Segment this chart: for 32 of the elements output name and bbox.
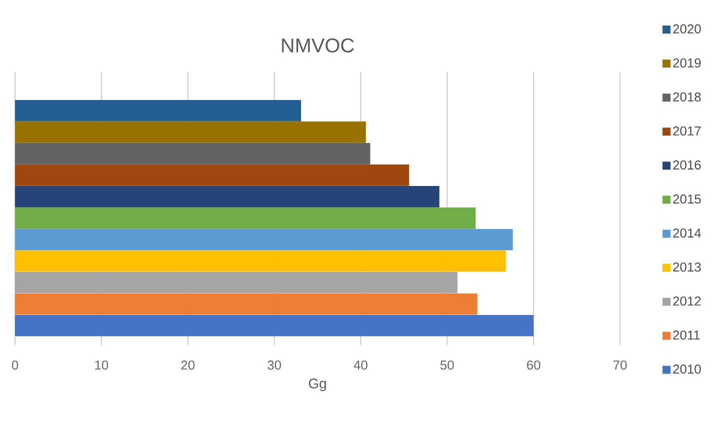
x-tick-label: 10 (95, 360, 108, 370)
x-axis-title: Gg (308, 378, 326, 392)
bar (15, 122, 366, 143)
legend-label: 2020 (673, 24, 701, 34)
chart-title: NMVOC (282, 38, 354, 52)
bar (15, 208, 476, 229)
bar (15, 229, 513, 250)
bar (15, 294, 478, 315)
bar (15, 164, 410, 186)
x-tick-label: 60 (527, 360, 540, 370)
bar (15, 186, 440, 208)
legend-label: 2012 (673, 296, 701, 306)
legend-label: 2016 (673, 160, 701, 170)
x-tick-label: 70 (613, 360, 627, 370)
legend-label: 2013 (673, 262, 701, 272)
bar (15, 272, 458, 294)
legend-label: 2014 (673, 228, 701, 238)
legend-label: 2017 (673, 126, 701, 136)
bar (15, 100, 302, 122)
x-tick-label: 30 (268, 360, 281, 370)
legend-label: 2018 (673, 92, 701, 102)
bar (15, 143, 370, 164)
x-tick-label: 40 (354, 360, 368, 370)
legend-label: 2010 (673, 364, 701, 374)
legend-label: 2011 (673, 330, 700, 340)
legend-label: 2019 (673, 58, 701, 68)
bar (15, 250, 506, 272)
bar (15, 315, 534, 336)
x-tick-label: 50 (440, 360, 454, 370)
x-tick-label: 0 (12, 360, 18, 370)
legend-label: 2015 (673, 194, 701, 204)
x-tick-label: 20 (181, 360, 195, 370)
